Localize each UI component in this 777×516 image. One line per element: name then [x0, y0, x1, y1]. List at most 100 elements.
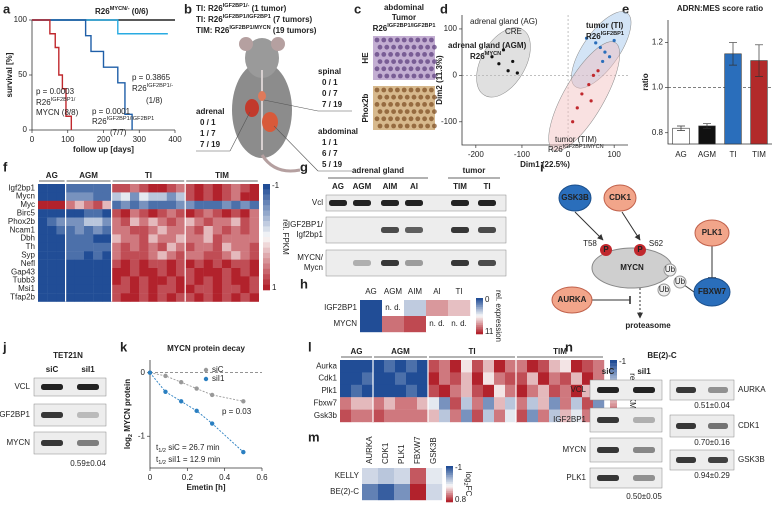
text-part: t — [156, 443, 159, 452]
heatmap-cell — [111, 284, 121, 294]
heatmap-cell — [111, 234, 121, 243]
heatmap-cell — [74, 251, 85, 260]
x-tick-label: 0 — [566, 150, 571, 159]
nucleus — [395, 116, 400, 122]
colorbar-segment — [446, 491, 453, 494]
heatmap-cell — [417, 409, 429, 423]
series-line — [149, 372, 244, 453]
y-axis-label: log2 MYCN protein — [123, 379, 134, 449]
annotation: tumor (TI) — [586, 21, 624, 30]
heatmap-cell — [362, 468, 379, 485]
text-part: R26 — [373, 24, 388, 33]
annotation: p = 0.0001 — [92, 107, 131, 116]
heatmap-cell — [120, 276, 131, 285]
row-label: MYCN — [562, 445, 586, 454]
heatmap-cell — [494, 397, 506, 410]
text-part: MYCN protein — [123, 379, 132, 434]
nucleus — [391, 109, 396, 114]
node — [551, 286, 593, 314]
quantification: 0.59±0.04 — [70, 459, 106, 468]
heatmap-cell — [439, 360, 451, 373]
panel-letter: n — [565, 339, 573, 354]
row-label: IGF2BP1/ — [288, 220, 324, 229]
blot-membrane — [669, 449, 735, 471]
row-label: KELLY — [335, 471, 360, 480]
row-label: Cdk1 — [318, 374, 337, 383]
site-name: spinal — [318, 67, 341, 76]
superscript: IGF2BP1/IGF2BP1 — [107, 116, 155, 122]
heatmap-cell — [505, 409, 517, 423]
colorbar-segment — [263, 194, 270, 201]
axes — [461, 15, 628, 146]
nucleus — [374, 116, 380, 122]
heatmap-cell — [84, 268, 94, 277]
heatmap-cell — [65, 268, 75, 277]
nucleus — [398, 44, 403, 50]
row-label: VCL — [570, 385, 586, 394]
arrow — [621, 211, 641, 241]
heatmap-cell — [231, 259, 241, 269]
heatmap-cell — [351, 384, 363, 398]
heatmap-cell — [351, 372, 363, 385]
heatmap-cell — [47, 217, 57, 227]
heatmap-cell — [428, 384, 440, 398]
heatmap-cell — [203, 251, 213, 260]
colorbar-segment — [263, 205, 270, 211]
blot-band — [77, 384, 99, 390]
heatmap-cell — [130, 268, 140, 277]
colorbar-segment — [610, 363, 617, 367]
x-tick-label: 100 — [607, 150, 621, 159]
point — [589, 99, 593, 103]
x-tick-label: TI — [729, 150, 736, 159]
heatmap-cell — [222, 184, 232, 193]
heatmap-cell — [571, 397, 583, 410]
colorbar-segment — [446, 467, 453, 470]
heatmap-cell — [582, 372, 594, 385]
superscript: IGF2BP1/ — [51, 97, 76, 103]
site-count: 0 / 7 — [322, 89, 338, 98]
heatmap-cell — [102, 284, 112, 294]
nucleus — [381, 102, 387, 107]
heatmap-cell — [102, 217, 112, 227]
heatmap-cell — [111, 293, 121, 302]
mouse-illustration — [239, 37, 253, 51]
stain-label: HE — [361, 52, 370, 64]
heatmap-cell — [212, 234, 223, 243]
heatmap-cell — [56, 234, 66, 243]
row-label: BE(2)-C — [330, 487, 359, 496]
point — [596, 69, 600, 73]
colorbar-segment — [446, 476, 453, 479]
marker — [178, 399, 184, 404]
text-part: (8/8) — [60, 108, 79, 117]
nucleus — [388, 66, 393, 72]
heatmap-cell — [212, 217, 223, 227]
row-label: Th — [26, 242, 35, 251]
panel-letter: h — [300, 276, 308, 291]
panel-letter: g — [300, 159, 308, 174]
annotation: CRE — [505, 27, 522, 36]
y-tick-label: -100 — [441, 117, 458, 126]
heatmap-cell — [231, 268, 241, 277]
heatmap-cell — [222, 259, 232, 269]
colorbar-segment — [446, 489, 453, 492]
site-count: 0 / 1 — [200, 118, 216, 127]
superscript: IGF2BP1/IGF2BP1 — [223, 14, 271, 20]
blot-band — [676, 387, 696, 393]
ubiquitin — [657, 283, 671, 297]
point — [497, 62, 501, 66]
heatmap-cell — [93, 200, 103, 210]
text-part: adrenal gland (AG) — [470, 17, 538, 26]
nucleus — [425, 94, 430, 100]
bar — [698, 125, 716, 145]
heatmap-cell — [111, 226, 121, 235]
heatmap-cell — [93, 217, 103, 227]
heatmap-cell — [494, 372, 506, 385]
heatmap-cell — [148, 234, 158, 243]
heatmap-cell — [139, 293, 149, 302]
heatmap-cell — [439, 397, 451, 410]
row-label: Syp — [21, 251, 35, 260]
nucleus — [401, 102, 407, 107]
heatmap-cell — [362, 409, 374, 423]
heatmap-cell — [56, 226, 66, 235]
nucleus — [401, 52, 407, 57]
